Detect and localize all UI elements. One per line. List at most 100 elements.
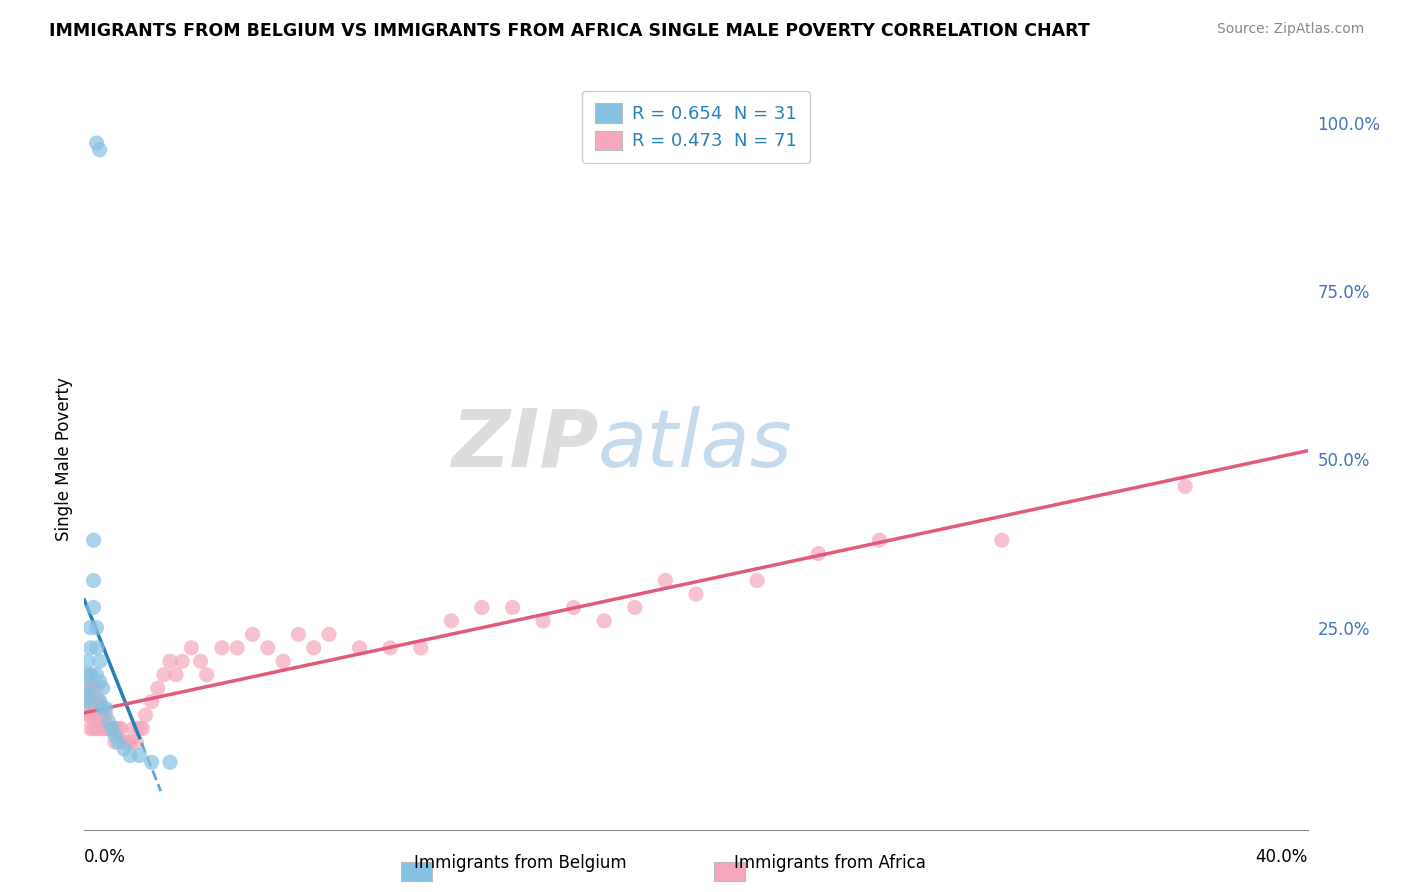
Point (302, 640, 325, 655)
Point (287, 627, 309, 641)
Point (83, 533, 105, 548)
Point (76, 708, 98, 723)
Point (89, 695, 111, 709)
Point (440, 614, 463, 628)
Point (107, 722, 129, 736)
Point (86, 136, 108, 150)
Point (91, 722, 114, 736)
Point (79, 695, 101, 709)
Point (79, 688, 101, 702)
Text: ZIP: ZIP (451, 406, 598, 483)
Point (86, 621, 108, 635)
Point (159, 756, 181, 770)
Point (128, 722, 150, 736)
Text: Immigrants from Africa: Immigrants from Africa (734, 855, 925, 872)
Point (76, 695, 98, 709)
Point (83, 695, 105, 709)
Point (195, 667, 218, 681)
Point (146, 681, 169, 696)
Text: IMMIGRANTS FROM BELGIUM VS IMMIGRANTS FROM AFRICA SINGLE MALE POVERTY CORRELATIO: IMMIGRANTS FROM BELGIUM VS IMMIGRANTS FR… (49, 22, 1090, 40)
Point (107, 735, 129, 749)
Point (115, 735, 138, 749)
Point (131, 722, 153, 736)
Point (79, 640, 101, 655)
Point (624, 600, 647, 615)
Text: atlas: atlas (598, 406, 793, 483)
Point (94, 701, 117, 715)
Point (97, 722, 120, 736)
Point (242, 627, 264, 641)
Point (104, 728, 127, 742)
Point (869, 533, 891, 548)
Point (141, 695, 163, 709)
Y-axis label: Single Male Poverty: Single Male Poverty (55, 377, 73, 541)
Point (89, 654, 111, 668)
Point (79, 708, 101, 723)
Point (562, 600, 585, 615)
Point (1174, 479, 1197, 493)
Point (685, 587, 707, 601)
Point (83, 708, 105, 723)
Point (180, 640, 202, 655)
Point (531, 614, 554, 628)
Point (226, 640, 249, 655)
Point (991, 533, 1014, 548)
Point (135, 708, 157, 723)
Point (89, 695, 111, 709)
Point (104, 722, 127, 736)
Point (76, 681, 98, 696)
Point (76, 681, 98, 696)
Point (380, 640, 402, 655)
Point (83, 574, 105, 588)
Point (110, 722, 132, 736)
Point (172, 654, 194, 668)
Point (94, 722, 117, 736)
Point (86, 722, 108, 736)
Point (86, 681, 108, 696)
Point (86, 708, 108, 723)
Point (76, 695, 98, 709)
Point (318, 627, 340, 641)
Legend: R = 0.654  N = 31, R = 0.473  N = 71: R = 0.654 N = 31, R = 0.473 N = 71 (582, 91, 810, 163)
Point (89, 674, 111, 689)
Point (112, 741, 135, 756)
Text: Immigrants from Belgium: Immigrants from Belgium (413, 855, 627, 872)
Point (79, 681, 101, 696)
Point (211, 640, 233, 655)
Point (79, 621, 101, 635)
Point (125, 735, 148, 749)
Point (654, 574, 676, 588)
Point (502, 600, 524, 615)
Text: 40.0%: 40.0% (1256, 848, 1308, 866)
Point (141, 756, 163, 770)
Point (79, 667, 101, 681)
Point (112, 735, 135, 749)
Point (76, 654, 98, 668)
Point (89, 708, 111, 723)
Point (86, 695, 108, 709)
Point (349, 640, 371, 655)
Point (76, 667, 98, 681)
Point (747, 574, 769, 588)
Point (101, 722, 124, 736)
Point (89, 143, 111, 157)
Point (91, 701, 114, 715)
Point (471, 600, 494, 615)
Point (271, 654, 294, 668)
Point (89, 722, 111, 736)
Point (91, 681, 114, 696)
Point (165, 667, 187, 681)
Point (83, 600, 105, 615)
Point (807, 547, 830, 561)
Point (122, 722, 145, 736)
Point (83, 722, 105, 736)
Point (128, 748, 150, 763)
Point (79, 722, 101, 736)
Point (190, 654, 212, 668)
Point (101, 722, 124, 736)
Text: Source: ZipAtlas.com: Source: ZipAtlas.com (1216, 22, 1364, 37)
Point (94, 708, 117, 723)
Point (257, 640, 280, 655)
Point (409, 640, 432, 655)
Point (83, 681, 105, 696)
